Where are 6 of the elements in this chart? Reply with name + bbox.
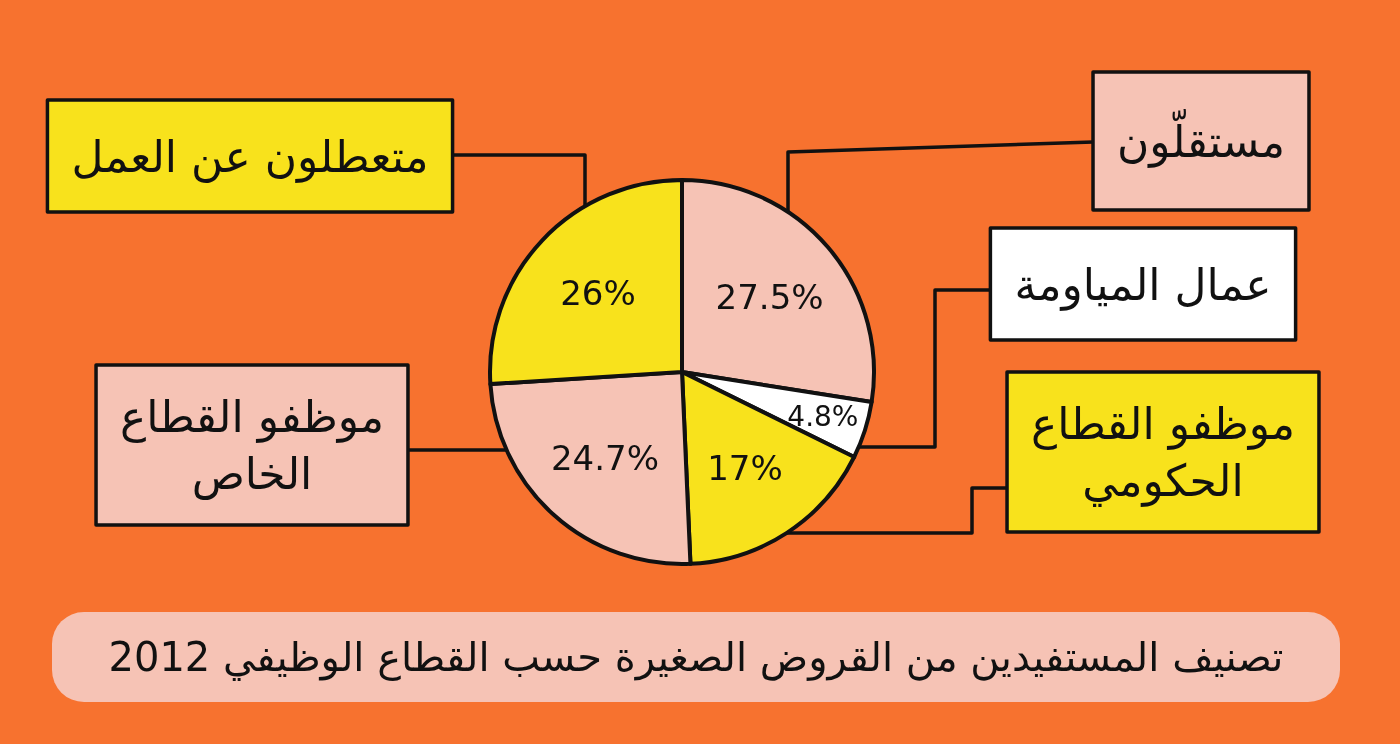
slice-label: متعطلون عن العمل <box>71 130 429 183</box>
slice-label: موظفو القطاع الخاص <box>120 390 384 501</box>
title: تصنيف المستفيدين من القروض الصغيرة حسب القطاع الوظيفي 2012 <box>52 612 1340 702</box>
slice-label: موظفو القطاع الحكومي <box>1031 397 1295 508</box>
slice-label: مستقلّون <box>1117 108 1285 168</box>
slice-label: عمال المياومة <box>1014 258 1272 311</box>
